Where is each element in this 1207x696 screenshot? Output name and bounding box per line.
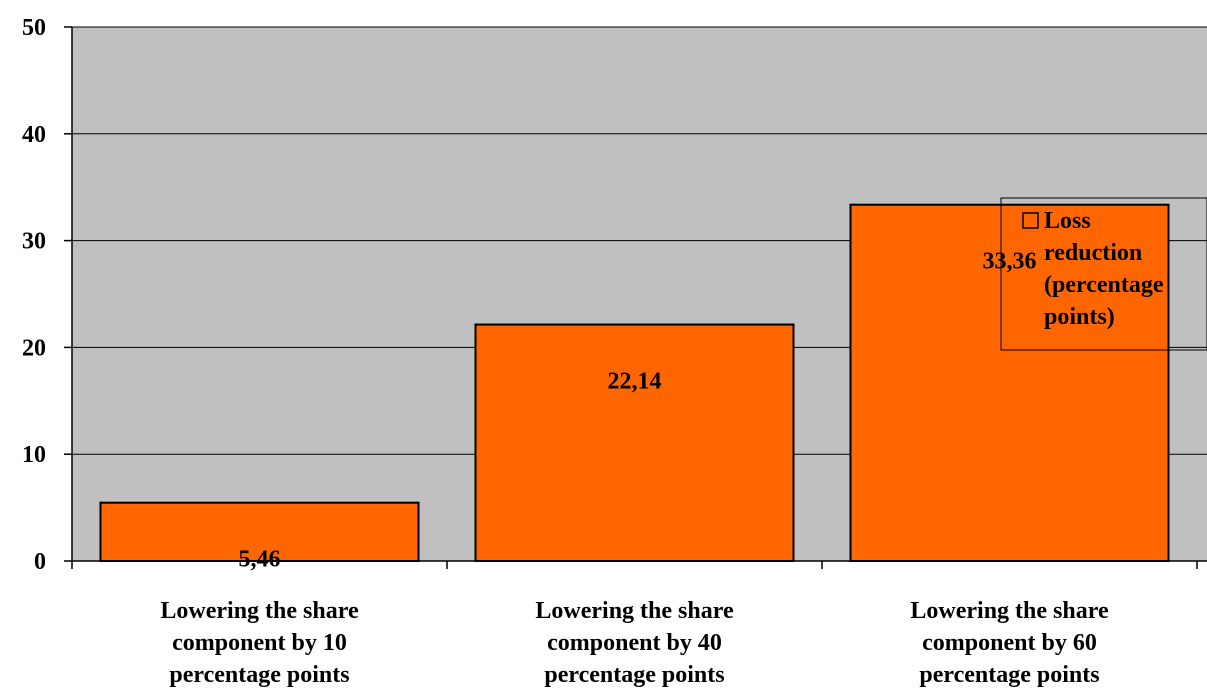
x-category-label-line: Lowering the share [535,598,734,624]
x-category-label: Lowering the share component by 60 percent… [910,598,1109,688]
data-label: 22,14 [608,369,662,395]
legend-label: Loss reduction (percentage points) [1044,208,1164,330]
legend-swatch [1022,212,1039,229]
y-tick-label: 0 [34,549,46,575]
legend: Loss reduction (percentage points) [1000,197,1207,351]
x-category-label-line: Lowering the share [910,598,1109,624]
y-tick-label: 40 [22,122,46,148]
x-category-label-line: percentage points [919,662,1099,688]
x-category-label-line: Lowering the share [160,598,359,624]
bar [849,203,1170,562]
axes [64,26,1207,569]
x-category-label-line: component by 10 [172,630,347,656]
bars [99,203,1170,562]
y-tick-label: 10 [22,442,46,468]
x-category-label-line: percentage points [544,662,724,688]
y-tick-label: 30 [22,229,46,255]
x-category-label: Lowering the share component by 40 percent… [535,598,734,688]
legend-label-line: (percentage [1044,272,1164,298]
bar [99,501,420,562]
legend-box [1000,197,1207,351]
legend-label-line: reduction [1044,240,1142,266]
legend-label-line: points) [1044,304,1115,330]
data-label: 33,36 [983,249,1037,275]
x-category-label: Lowering the share component by 10 percent… [160,598,359,688]
legend-label-line: Loss [1044,208,1091,234]
x-category-label-line: component by 60 [922,630,1097,656]
data-labels: 5,46 22,14 33,36 [239,249,1037,573]
x-category-label-line: component by 40 [547,630,722,656]
y-tick-label: 50 [22,15,46,41]
data-label: 5,46 [239,547,281,573]
x-category-label-line: percentage points [169,662,349,688]
y-tick-label: 20 [22,335,46,361]
y-axis-ticks: 0 10 20 30 40 50 [22,15,46,575]
bar [474,323,795,562]
x-axis-labels: Lowering the share component by 10 percent… [160,598,1109,688]
